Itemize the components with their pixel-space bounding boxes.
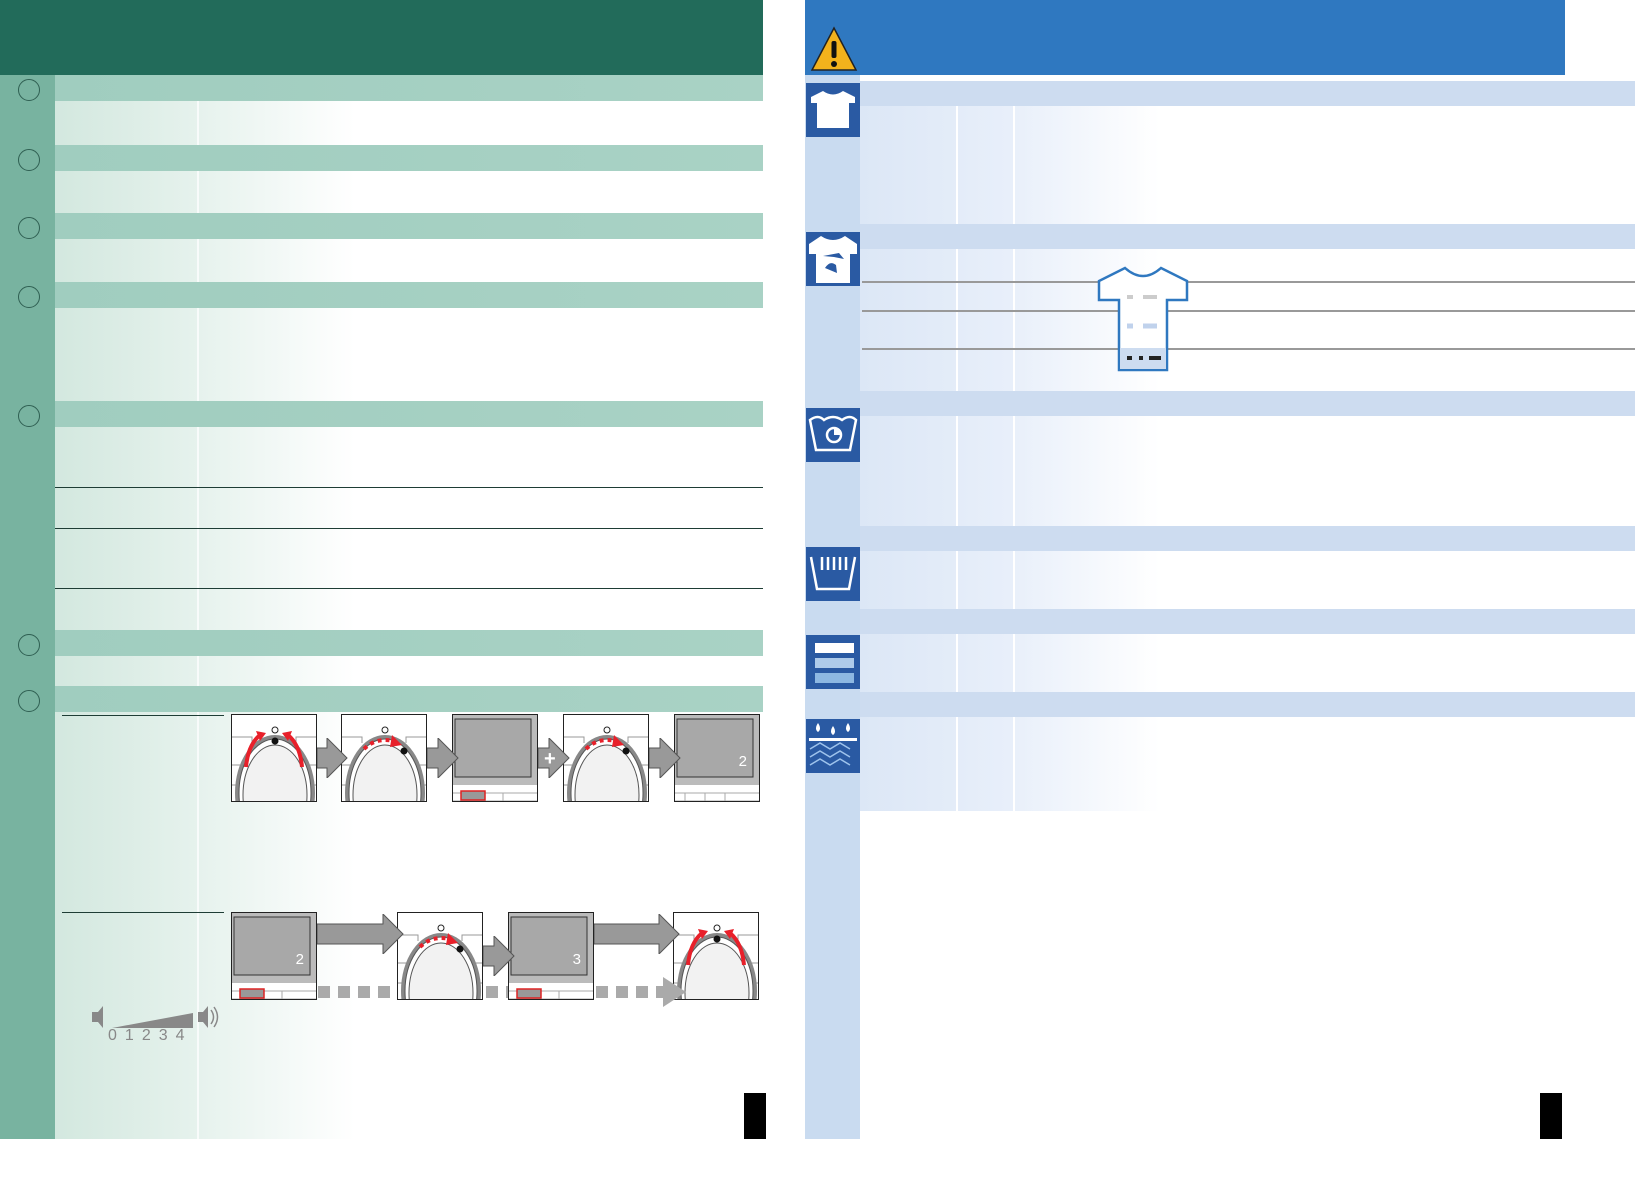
column-divider (956, 106, 958, 811)
hand-wash-basin-icon (806, 547, 860, 601)
sub-divider (62, 715, 224, 716)
volume-level-2: 2 (141, 1027, 151, 1044)
water-drops-fabric-icon (806, 719, 860, 773)
row-divider (55, 588, 763, 589)
volume-level-3: 3 (158, 1027, 168, 1044)
display-illustration: 2 (674, 714, 760, 802)
circle-marker-icon (18, 149, 40, 171)
control-knob-illustration (673, 912, 759, 1000)
plus-connector: + (544, 748, 556, 770)
left-strip (0, 75, 55, 1139)
section-band (860, 526, 1635, 551)
circle-marker-icon (18, 405, 40, 427)
page-number-marker-left (744, 1093, 766, 1139)
display-value: 2 (738, 753, 747, 770)
section-band (860, 692, 1635, 717)
section-band (55, 401, 763, 427)
display-illustration: 3 (508, 912, 594, 1000)
control-knob-illustration (341, 714, 427, 802)
sub-divider (62, 912, 224, 913)
circle-marker-icon (18, 79, 40, 101)
section-band (55, 282, 763, 308)
volume-level-1: 1 (124, 1027, 134, 1044)
volume-level-4: 4 (175, 1027, 185, 1044)
warning-triangle-icon (810, 26, 858, 71)
display-value: 2 (295, 951, 304, 968)
section-band (55, 75, 763, 101)
row-divider (862, 310, 1635, 312)
right-content-gradient (860, 81, 1160, 811)
section-band (860, 609, 1635, 634)
step-arrow (483, 936, 515, 976)
step-arrow (594, 914, 680, 954)
dashed-return-arrow (318, 977, 686, 1007)
step-arrow (427, 738, 459, 778)
section-band (55, 686, 763, 712)
row-divider (55, 528, 763, 529)
section-band (55, 630, 763, 656)
volume-scale-labels: 0 1 2 3 4 (108, 1027, 185, 1045)
circle-marker-icon (18, 286, 40, 308)
circle-marker-icon (18, 217, 40, 239)
display-illustration (452, 714, 538, 802)
step-arrow: + (538, 738, 570, 778)
row-divider (55, 487, 763, 488)
wash-basin-icon (806, 408, 860, 462)
circle-marker-icon (18, 690, 40, 712)
section-band (55, 145, 763, 171)
section-band (860, 391, 1635, 416)
section-band (860, 224, 1635, 249)
row-divider (862, 281, 1635, 283)
column-divider (1013, 106, 1015, 811)
column-divider (197, 101, 199, 1139)
page-number-marker-right (1540, 1093, 1562, 1139)
volume-scale-icon (92, 1006, 219, 1028)
section-band (55, 213, 763, 239)
fabric-layers-icon (806, 635, 860, 689)
volume-level-0: 0 (108, 1027, 117, 1044)
control-knob-illustration (563, 714, 649, 802)
row-divider (862, 348, 1635, 350)
stained-shirt-icon (806, 232, 860, 286)
step-arrow (317, 738, 348, 778)
step-arrow (649, 738, 681, 778)
display-value: 3 (572, 951, 581, 968)
circle-marker-icon (18, 634, 40, 656)
shirt-stain-levels-icon (1097, 266, 1189, 372)
right-header (805, 0, 1565, 75)
left-header (0, 0, 763, 75)
step-arrow (317, 914, 404, 954)
control-knob-illustration (231, 714, 317, 802)
control-knob-illustration (397, 912, 483, 1000)
display-illustration: 2 (231, 912, 317, 1000)
section-band (860, 81, 1635, 106)
shirt-icon (806, 83, 860, 137)
